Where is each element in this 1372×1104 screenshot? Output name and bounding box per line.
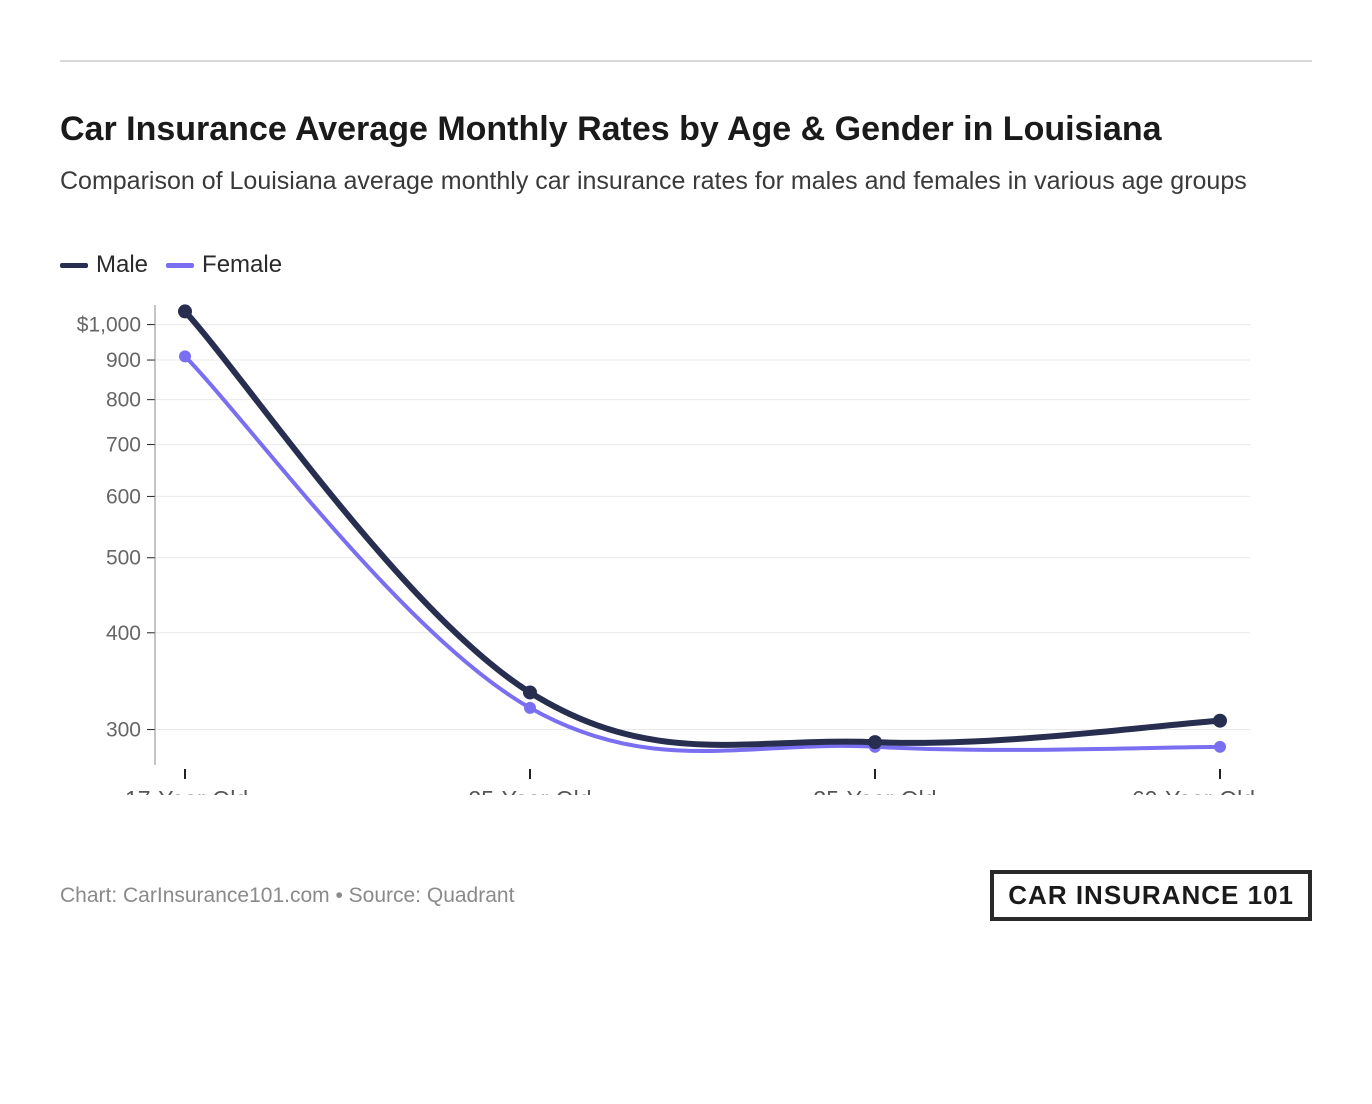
- svg-text:900: 900: [106, 349, 141, 372]
- svg-text:25-Year-Old: 25-Year-Old: [468, 786, 591, 795]
- svg-text:700: 700: [106, 434, 141, 457]
- legend: Male Female: [60, 251, 1312, 279]
- svg-text:500: 500: [106, 547, 141, 570]
- svg-text:35-Year-Old: 35-Year-Old: [813, 786, 936, 795]
- svg-text:60-Year-Old: 60-Year-Old: [1132, 786, 1255, 795]
- svg-text:$1,000: $1,000: [77, 314, 141, 337]
- top-rule: [60, 60, 1312, 62]
- line-chart: 300 400 500 600 700 800 900 $1,000 17-Year-Old 25…: [60, 295, 1312, 830]
- svg-text:600: 600: [106, 485, 141, 508]
- legend-swatch-female: [166, 263, 194, 268]
- legend-item-female: Female: [166, 251, 282, 279]
- chart-title: Car Insurance Average Monthly Rates by A…: [60, 110, 1312, 149]
- svg-text:400: 400: [106, 622, 141, 645]
- legend-label-male: Male: [96, 251, 148, 279]
- svg-text:17-Year-Old: 17-Year-Old: [125, 786, 248, 795]
- chart-subtitle: Comparison of Louisiana average monthly …: [60, 167, 1312, 196]
- legend-swatch-male: [60, 263, 88, 268]
- svg-text:300: 300: [106, 719, 141, 742]
- brand-logo: CAR INSURANCE 101: [990, 870, 1312, 921]
- chart-credit: Chart: CarInsurance101.com • Source: Qua…: [60, 884, 514, 908]
- legend-item-male: Male: [60, 251, 148, 279]
- chart-svg: 300 400 500 600 700 800 900 $1,000 17-Year-Old 25…: [60, 295, 1260, 795]
- svg-text:800: 800: [106, 389, 141, 412]
- legend-label-female: Female: [202, 251, 282, 279]
